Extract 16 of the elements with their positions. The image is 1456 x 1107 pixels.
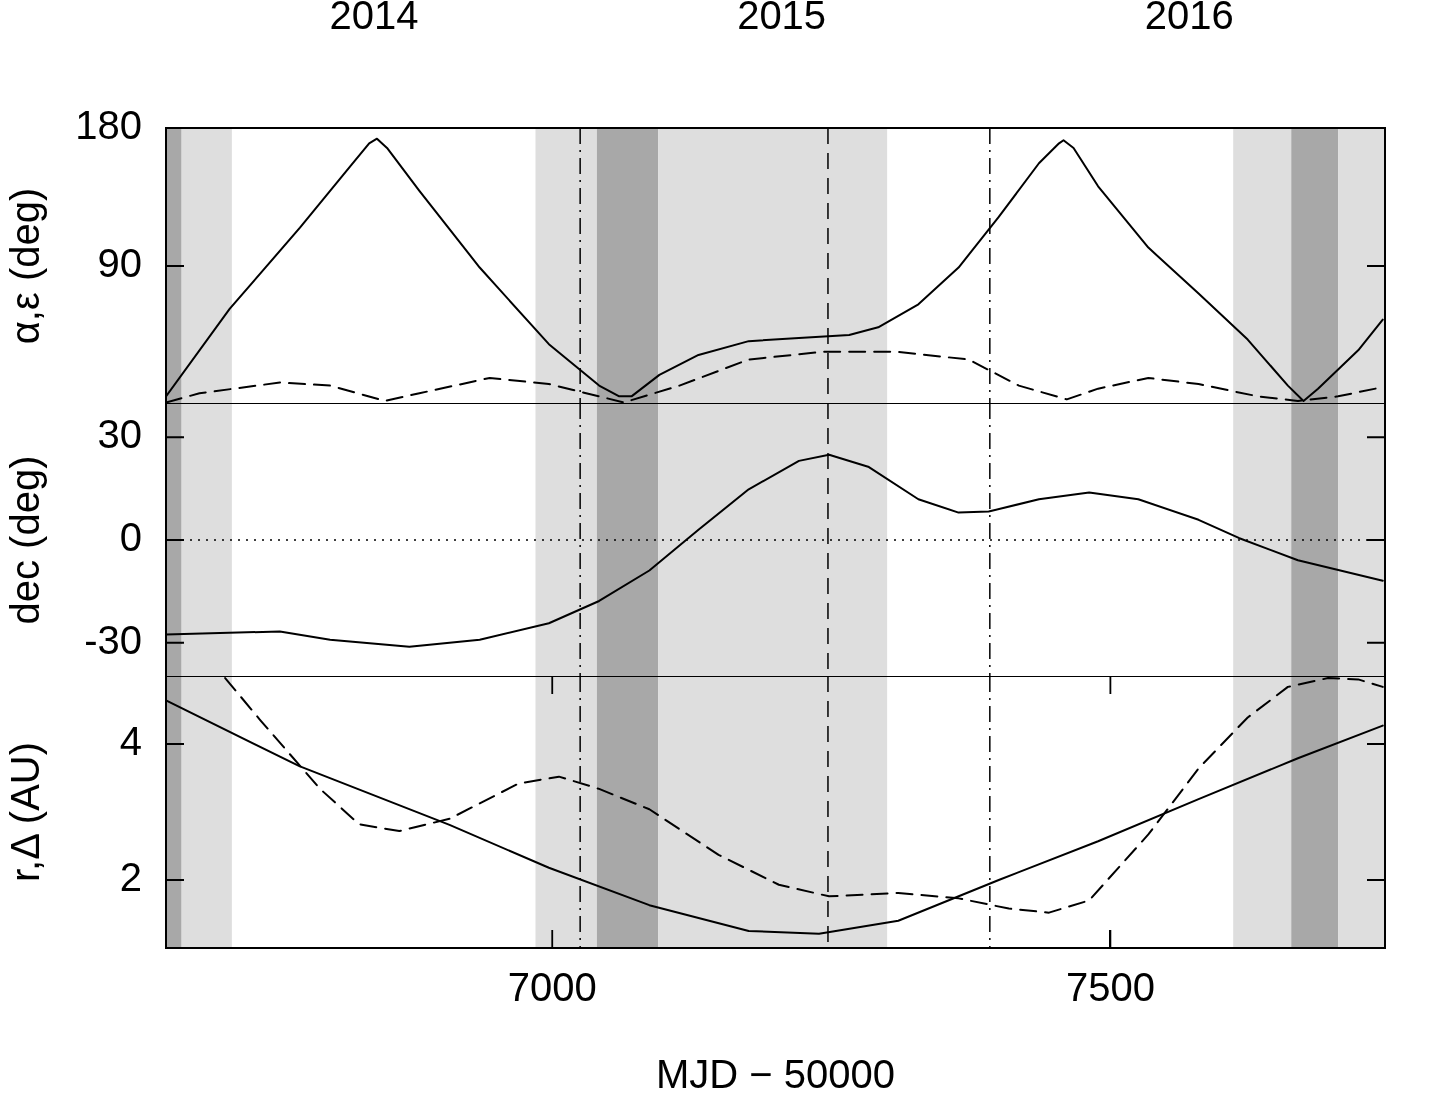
x2-tick-label: 2014 bbox=[329, 0, 419, 38]
y-axis-title: dec (deg) bbox=[3, 455, 48, 625]
x2-tick-label: 2015 bbox=[737, 0, 827, 38]
y-tick-label: 30 bbox=[97, 412, 142, 457]
x2-tick-label: 2016 bbox=[1144, 0, 1234, 38]
y-tick-label: -30 bbox=[84, 617, 142, 662]
y-axis-title: α,ε (deg) bbox=[3, 187, 48, 345]
x-tick-label: 7500 bbox=[1065, 965, 1155, 1010]
x-tick-label: 7000 bbox=[507, 965, 597, 1010]
y-tick-label: 2 bbox=[119, 855, 142, 900]
y-axis-title: r,Δ (AU) bbox=[3, 741, 48, 883]
x-axis-title: MJD − 50000 bbox=[655, 1052, 896, 1097]
y-tick-label: 4 bbox=[119, 719, 142, 764]
y-tick-label: 180 bbox=[75, 103, 142, 148]
y-tick-label: 90 bbox=[97, 241, 142, 286]
y-tick-label: 0 bbox=[119, 515, 142, 560]
